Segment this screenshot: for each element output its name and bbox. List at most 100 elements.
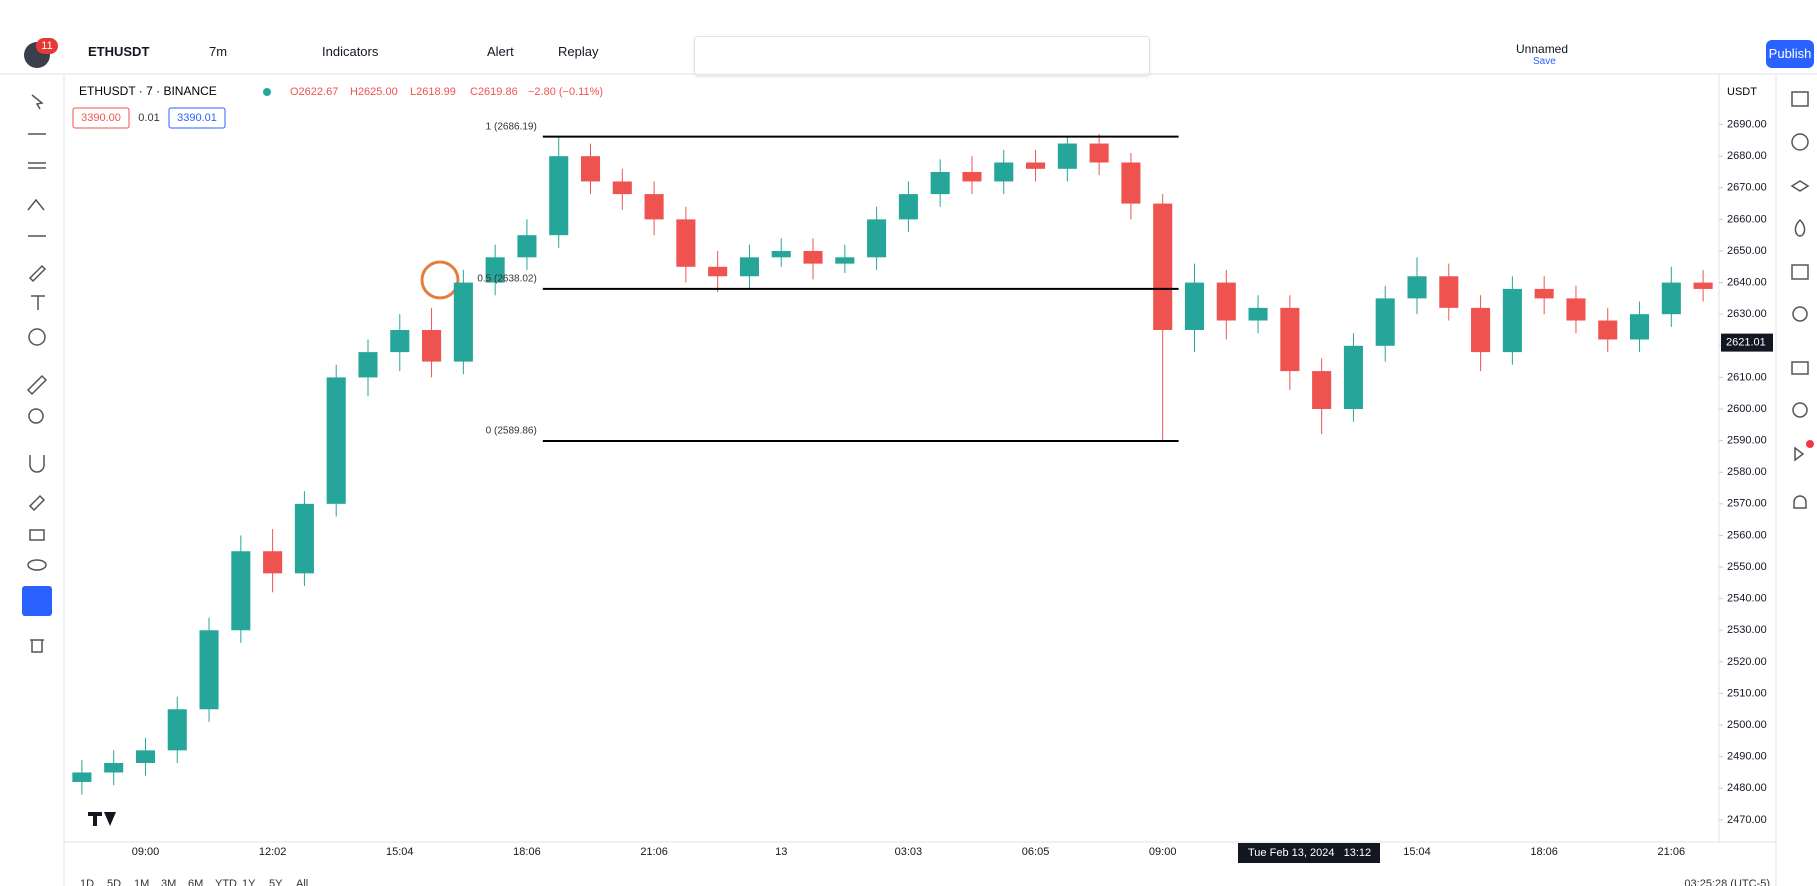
y-tick-label: 2630.00 [1727,308,1767,320]
candle-body [867,219,887,258]
y-tick-label: 2610.00 [1727,371,1767,383]
candle-body [231,551,251,631]
x-tick-label: 15:04 [386,846,414,858]
ohlc-open: O2622.67 [290,86,338,98]
candle-body [1598,320,1618,340]
period-button[interactable]: 1D [80,878,94,886]
save-button[interactable]: Save [1533,56,1556,67]
replay-button[interactable]: Replay [558,44,599,59]
y-tick-label: 2660.00 [1727,213,1767,225]
candle-body [898,194,918,220]
period-button[interactable]: 6M [188,878,203,886]
crosshair-tag [1238,843,1380,863]
symbol-search[interactable]: ETHUSDT [88,44,150,59]
candle-body [1057,143,1077,169]
symbol-title: ETHUSDT · 7 · BINANCE [79,84,217,98]
right-sidebar-icons [1790,91,1810,509]
candle-body [1216,282,1236,321]
candle-body [1566,298,1586,321]
candle-body [1439,276,1459,308]
candle-body [1502,288,1522,353]
ohlc-change: −2.80 (−0.11%) [528,86,603,98]
candle-body [1121,162,1141,204]
indicators-button[interactable]: Indicators [322,44,379,59]
x-tick-label: 03:03 [895,846,923,858]
sell-price[interactable]: 3390.00 [81,112,121,124]
spread: 0.01 [138,112,159,124]
candle-body [1248,307,1268,321]
candle-body [1375,298,1395,346]
x-tick-label: 18:06 [513,846,541,858]
left-tool-icons [26,94,48,653]
candle-body [771,250,791,258]
y-tick-label: 2680.00 [1727,150,1767,162]
y-tick-label: 2510.00 [1727,687,1767,699]
period-button[interactable]: All [296,878,308,886]
candle-body [167,709,187,751]
candle-body [1280,307,1300,372]
candle-body [835,257,855,264]
y-tick-label: 2600.00 [1727,403,1767,415]
candle-body [612,181,632,195]
candle-body [72,772,92,782]
x-tick-label: 06:05 [1022,846,1050,858]
buy-button[interactable] [168,107,226,129]
x-tick-label: 18:06 [1530,846,1558,858]
candle-body [1471,307,1491,353]
candle-body [644,194,664,220]
currency[interactable]: USDT [1727,86,1757,98]
y-tick-label: 2650.00 [1727,245,1767,257]
y-tick-label: 2580.00 [1727,466,1767,478]
y-tick-label: 2670.00 [1727,182,1767,194]
sell-button[interactable] [72,107,130,129]
candle-body [199,630,219,710]
candle-body [1184,282,1205,330]
candle-body [803,250,823,264]
period-button[interactable]: 5Y [269,878,283,886]
top-toolbar: 11 ETHUSDT 7m Indicators Alert Replay Un… [0,0,1817,76]
period-button[interactable]: 1Y [242,878,256,886]
x-tick-label: 09:00 [1149,846,1177,858]
y-tick-label: 2590.00 [1727,435,1767,447]
candle-body [390,330,410,353]
candle-body [104,762,124,773]
interval[interactable]: 7m [209,44,228,59]
layout-name[interactable]: Unnamed [1516,42,1569,56]
period-button[interactable]: 5D [107,878,121,886]
x-tick-label: 15:04 [1403,846,1431,858]
active-tool[interactable] [22,586,52,616]
cursor-highlight [420,260,460,300]
candle-body [549,156,569,236]
y-tick-label: 2480.00 [1727,782,1767,794]
candle-body [517,235,537,258]
crosshair-label: Tue Feb 13, 2024 13:12 [1248,847,1371,859]
last-price-tag [1721,333,1773,352]
y-tick-label: 2640.00 [1727,276,1767,288]
ohlc-close: C2619.86 [470,86,518,98]
period-button[interactable]: 3M [161,878,176,886]
candle-body [1026,162,1046,169]
period-button[interactable]: YTD [215,878,237,886]
alert-button[interactable]: Alert [487,44,514,59]
period-button[interactable]: 1M [134,878,149,886]
drawing-toolbar [694,36,1150,76]
y-tick-label: 2530.00 [1727,624,1767,636]
candle-body [294,503,314,574]
candle-body [1534,288,1554,299]
publish-button[interactable]: Publish [1766,40,1814,68]
x-tick-label: 12:02 [259,846,287,858]
y-tick-label: 2540.00 [1727,593,1767,605]
candle-body [580,156,601,182]
y-tick-label: 2560.00 [1727,529,1767,541]
fib-label: 1 (2686.19) [486,121,537,132]
candle-body [739,257,759,277]
x-tick-label: 21:06 [1658,846,1686,858]
candle-body [422,330,442,362]
y-tick-label: 2470.00 [1727,814,1767,826]
candle-body [358,352,378,378]
candle-body [1629,314,1650,340]
candle-body [994,162,1014,182]
candle-body [962,171,982,182]
